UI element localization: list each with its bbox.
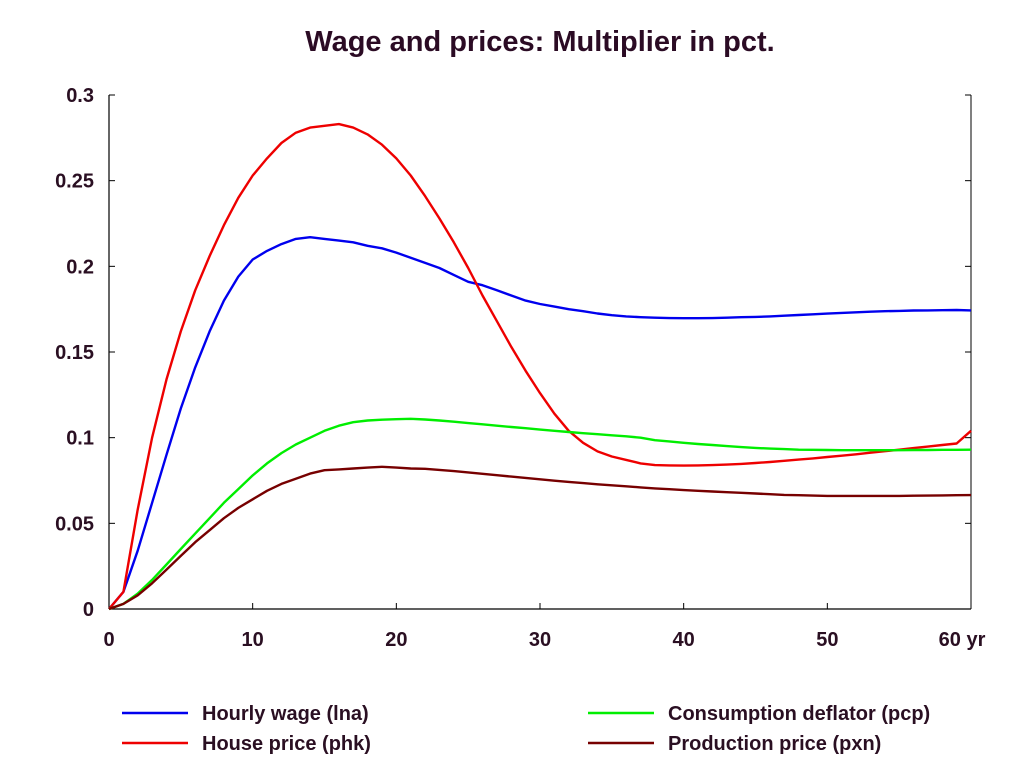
legend-label-0: Hourly wage (lna) bbox=[202, 703, 369, 725]
x-tick-label: 0 bbox=[103, 629, 114, 651]
series-line-3 bbox=[108, 465, 972, 611]
legend: Hourly wage (lna) House price (phk) Consum… bbox=[122, 703, 930, 755]
series-lines bbox=[108, 122, 972, 611]
series-line-1 bbox=[108, 122, 972, 610]
y-tick-label: 0.2 bbox=[66, 256, 94, 278]
x-tick-label: 60 yr bbox=[939, 629, 986, 651]
y-tick-label: 0.25 bbox=[55, 171, 94, 193]
chart-title: Wage and prices: Multiplier in pct. bbox=[305, 26, 774, 58]
legend-label-3: Production price (pxn) bbox=[668, 733, 881, 755]
y-tick-label: 0.1 bbox=[66, 428, 94, 450]
legend-label-2: Consumption deflator (pcp) bbox=[668, 703, 930, 725]
series-line-2 bbox=[108, 417, 972, 611]
y-tick-label: 0.05 bbox=[55, 513, 94, 535]
x-tick-label: 10 bbox=[242, 629, 264, 651]
x-tick-label: 30 bbox=[529, 629, 551, 651]
x-tick-label: 50 bbox=[816, 629, 838, 651]
y-tick-label: 0.3 bbox=[66, 85, 94, 107]
x-tick-label: 20 bbox=[385, 629, 407, 651]
legend-label-1: House price (phk) bbox=[202, 733, 371, 755]
y-tick-label: 0.15 bbox=[55, 342, 94, 364]
x-tick-label: 40 bbox=[673, 629, 695, 651]
y-tick-label: 0 bbox=[83, 599, 94, 621]
series-line-0 bbox=[108, 236, 972, 610]
axes: 0 0.05 0.1 0.15 0.2 0.25 0.3 0 10 20 30 40 50 60 yr bbox=[55, 85, 986, 651]
